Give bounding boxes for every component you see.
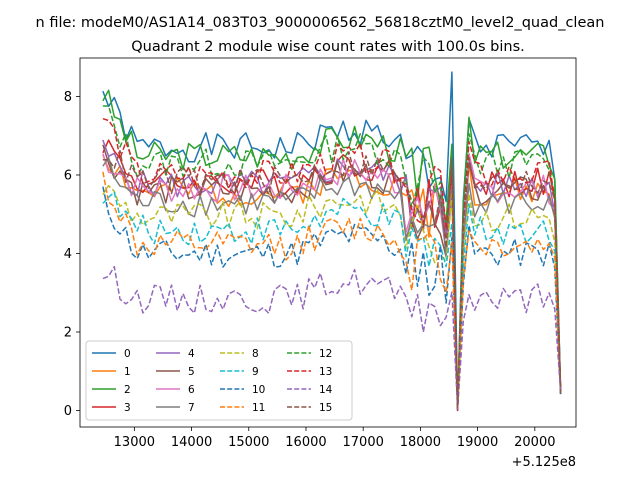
- series-line-15: [102, 149, 562, 409]
- y-tick-label: 8: [64, 90, 72, 105]
- x-tick-label: 19000: [457, 435, 498, 450]
- legend-label-2: 2: [124, 384, 131, 396]
- legend-label-10: 10: [252, 384, 265, 396]
- legend-label-4: 4: [188, 348, 195, 360]
- legend-label-3: 3: [124, 402, 131, 414]
- chart-suptitle: n file: modeM0/AS1A14_083T03_9000006562_…: [36, 15, 605, 31]
- x-tick-label: 18000: [400, 435, 441, 450]
- x-tick-label: 14000: [171, 435, 212, 450]
- series-line-14: [102, 265, 562, 410]
- legend-label-15: 15: [319, 402, 332, 414]
- series-line-8: [102, 184, 562, 411]
- y-tick-label: 2: [64, 326, 72, 341]
- legend-label-14: 14: [319, 384, 333, 396]
- x-tick-label: 17000: [343, 435, 384, 450]
- y-tick-label: 4: [64, 247, 72, 262]
- legend-label-13: 13: [319, 366, 332, 378]
- series-line-2: [102, 89, 562, 412]
- series-line-6: [102, 152, 562, 410]
- x-tick-label: 20000: [514, 435, 555, 450]
- y-axis: 0 2 4 6 8: [64, 90, 80, 419]
- legend-label-5: 5: [188, 366, 195, 378]
- legend-label-12: 12: [319, 348, 332, 360]
- x-axis: 13000 14000 15000 16000 17000 18000 19000 20000: [114, 427, 555, 450]
- axes-frame: [79, 57, 577, 428]
- series-line-0: [102, 71, 562, 409]
- x-tick-label: 16000: [285, 435, 326, 450]
- legend-label-7: 7: [188, 402, 195, 414]
- legend-label-9: 9: [252, 366, 259, 378]
- y-tick-label: 0: [64, 404, 72, 419]
- legend-box: [85, 340, 353, 421]
- y-tick-label: 6: [64, 168, 72, 183]
- legend-label-6: 6: [188, 384, 195, 396]
- series-layer: [102, 71, 562, 412]
- series-line-5: [102, 144, 562, 408]
- series-line-12: [102, 105, 562, 410]
- chart-title: Quadrant 2 module wise count rates with …: [131, 39, 525, 55]
- legend-label-11: 11: [252, 402, 265, 414]
- x-tick-label: 13000: [114, 435, 155, 450]
- series-line-9: [102, 191, 562, 410]
- legend-label-8: 8: [252, 348, 259, 360]
- legend-label-0: 0: [124, 348, 131, 360]
- legend-label-1: 1: [124, 366, 131, 378]
- series-line-13: [102, 117, 562, 412]
- series-line-11: [102, 171, 562, 409]
- series-line-10: [102, 186, 562, 408]
- x-tick-label: 15000: [228, 435, 269, 450]
- series-line-7: [102, 156, 562, 411]
- plot-area: 13000 14000 15000 16000 17000 18000 19000 20000…: [64, 57, 577, 470]
- x-offset-label: +5.125e8: [512, 455, 576, 470]
